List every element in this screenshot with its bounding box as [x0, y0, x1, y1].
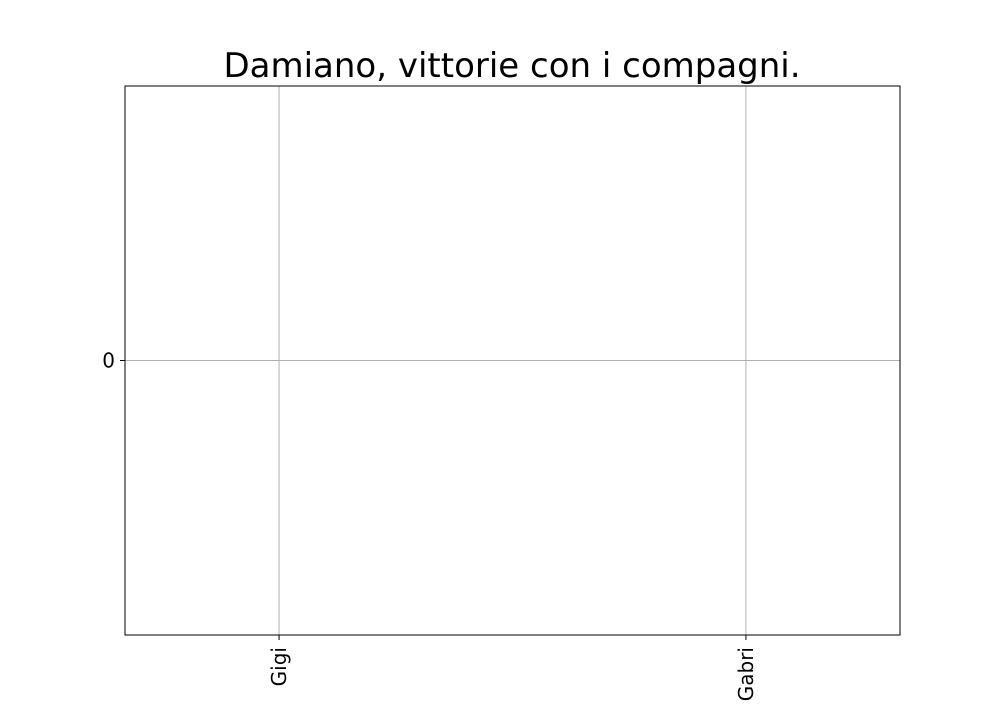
y-tick-label: 0 — [102, 349, 115, 373]
grid-layer — [125, 86, 900, 635]
chart-title: Damiano, vittorie con i compagni. — [223, 46, 800, 86]
x-tick-label: Gigi — [267, 647, 291, 686]
ticks-layer: 0 Gigi Gabri — [102, 349, 758, 702]
x-tick-label: Gabri — [734, 647, 758, 701]
